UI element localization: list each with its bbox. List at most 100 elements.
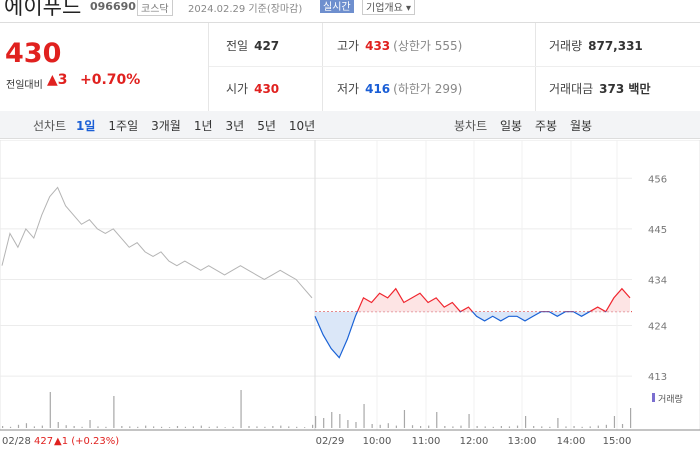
volume-bar	[145, 425, 147, 428]
volume-bar	[403, 410, 406, 428]
candle-tab[interactable]: 주봉	[535, 119, 558, 133]
stat-label: 시가	[226, 82, 249, 96]
volume-bar	[73, 426, 75, 428]
volume-bar	[176, 426, 179, 428]
stat-note: (하한가 299)	[393, 82, 463, 96]
prev-close: 427	[34, 436, 53, 447]
divider	[535, 23, 536, 111]
volume-bar	[280, 425, 282, 428]
stat-value: 433	[365, 39, 391, 53]
volume-bar	[105, 426, 107, 428]
y-tick-label: 445	[648, 225, 667, 236]
volume-bar	[331, 412, 333, 428]
volume-bar	[549, 426, 551, 428]
stat: 고가 433 (상한가 555)	[337, 37, 462, 54]
x-tick-label: 15:00	[603, 436, 632, 447]
volume-bar	[315, 416, 317, 428]
volume-bar	[168, 427, 171, 428]
stat-value: 877,331	[588, 39, 643, 53]
volume-bar	[581, 426, 583, 428]
stat: 거래량 877,331	[549, 37, 643, 54]
volume-bar	[121, 426, 123, 428]
stock-name: 에이푸드	[4, 0, 82, 19]
volume-bar	[339, 414, 341, 428]
chart: 413 424 434 445 456 02/28 02/29 10:00 11:00 12:00…	[0, 140, 700, 447]
x-tick-label: 02/28	[2, 436, 31, 447]
change-rate: +0.70%	[80, 72, 141, 88]
volume-bar	[605, 424, 607, 428]
volume-bar	[476, 426, 478, 428]
plot-border	[0, 140, 700, 431]
realtime-button[interactable]: 실시간	[320, 0, 354, 13]
y-tick-label: 434	[648, 275, 667, 286]
volume-bar	[2, 426, 4, 428]
volume-bar	[208, 426, 210, 428]
period-tab[interactable]: 3년	[225, 119, 245, 133]
volume-bar	[296, 426, 298, 428]
y-tick-label: 424	[648, 321, 667, 332]
volume-bar	[33, 426, 35, 428]
volume-bar	[492, 426, 494, 428]
candle-tab[interactable]: 일봉	[500, 119, 523, 133]
volume-bar	[192, 426, 194, 428]
volume-bar	[484, 426, 486, 428]
legend-label: 거래량	[658, 393, 683, 405]
volume-bar	[41, 425, 43, 428]
volume-bar	[355, 422, 357, 428]
stat: 시가 430	[226, 80, 279, 97]
volume-bar	[240, 390, 242, 428]
volume-bar	[312, 424, 314, 428]
divider	[209, 66, 700, 67]
volume-bar	[525, 416, 527, 428]
volume-bar	[573, 426, 575, 428]
stat: 저가 416 (하한가 299)	[337, 80, 462, 97]
volume-bar	[184, 426, 187, 428]
volume-bar	[137, 426, 139, 428]
stock-code: 096690	[90, 0, 136, 13]
volume-bar	[630, 408, 632, 428]
period-tab[interactable]: 3개월	[151, 119, 181, 133]
date: 2024.02.29 기준(장마감)	[188, 4, 303, 15]
stat-value: 373 백만	[599, 82, 651, 96]
volume-bar	[452, 426, 454, 428]
period-tab[interactable]: 1일	[76, 119, 96, 133]
stat-label: 고가	[337, 39, 360, 53]
volume-bar	[411, 425, 414, 428]
change-label: 전일대비	[6, 80, 43, 91]
volume-bar	[17, 424, 20, 428]
volume-bar	[395, 425, 397, 428]
period-tab[interactable]: 1년	[193, 119, 213, 133]
x-tick-label: 13:00	[508, 436, 537, 447]
overview-button[interactable]: 기업개요 ▾	[362, 0, 415, 15]
toolbar: 선차트 1일 1주일 3개월 1년 3년 5년 10년 봉차트 일봉 주봉 월봉	[0, 111, 700, 139]
volume-bar	[541, 426, 543, 428]
market-badge: 코스닥	[137, 0, 173, 16]
volume-bar	[379, 424, 381, 428]
period-tab[interactable]: 5년	[257, 119, 276, 133]
x-tick-label: 02/29	[316, 436, 345, 447]
volume-bar	[216, 426, 218, 428]
volume-bar	[323, 418, 325, 428]
volume-bar	[57, 422, 59, 428]
volume-bar	[444, 426, 446, 428]
volume-bar	[500, 426, 502, 428]
stat-value: 416	[365, 82, 391, 96]
x-tick-label: 10:00	[363, 436, 392, 447]
x-tick-label: 11:00	[412, 436, 441, 447]
volume-bar	[272, 426, 274, 428]
volume-bar	[387, 423, 389, 428]
volume-bar	[200, 425, 202, 428]
volume-bar	[153, 426, 155, 428]
volume-bar	[160, 426, 163, 428]
volume-bar	[232, 426, 234, 428]
period-tab[interactable]: 10년	[288, 119, 316, 133]
volume-bar	[224, 427, 226, 428]
stat-note: (상한가 555)	[393, 39, 463, 53]
volume-bar	[49, 392, 51, 428]
volume-bar	[508, 426, 511, 428]
volume-bar	[347, 420, 349, 428]
x-tick-label: 12:00	[460, 436, 489, 447]
period-tab[interactable]: 1주일	[108, 119, 139, 133]
stat: 거래대금 373 백만	[549, 80, 650, 97]
candle-tab[interactable]: 월봉	[570, 119, 593, 133]
